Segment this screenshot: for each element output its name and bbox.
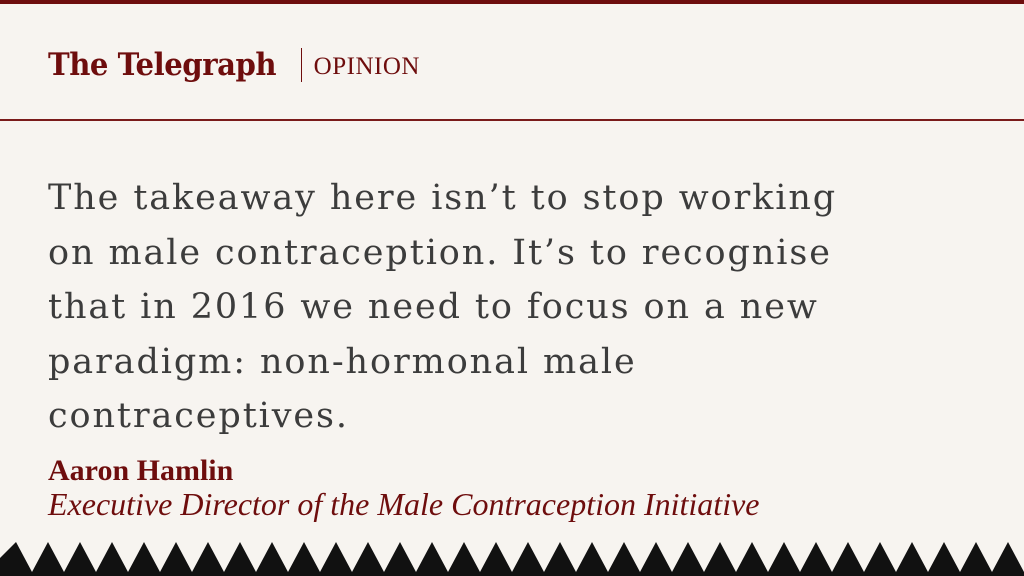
quote-text: The takeaway here isn’t to stop working … [48,178,838,436]
zigzag-border [0,542,1024,576]
top-rule [0,0,1024,4]
author-name: Aaron Hamlin [48,454,234,487]
header-divider [0,119,1024,121]
author-title: Executive Director of the Male Contracep… [48,486,760,522]
section-label: OPINION [313,52,420,80]
masthead-divider [300,48,302,82]
telegraph-logo[interactable]: The Telegraph [48,46,277,83]
masthead: The Telegraph OPINION [48,40,420,90]
zigzag-shape [0,542,1024,576]
